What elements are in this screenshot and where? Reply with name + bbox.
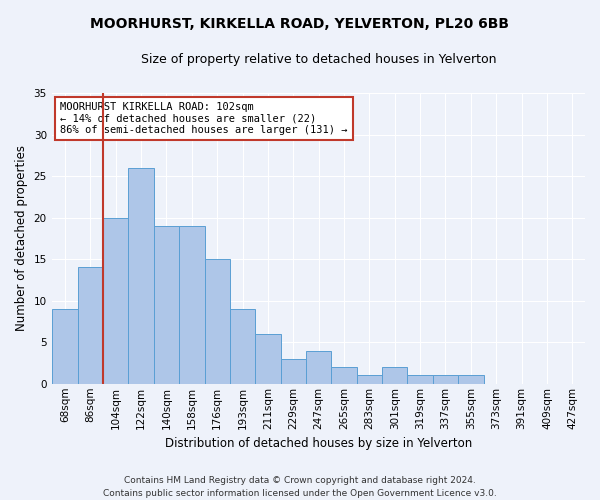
Bar (179, 226, 205, 384)
Title: Size of property relative to detached houses in Yelverton: Size of property relative to detached ho… (141, 52, 496, 66)
Bar (382, 367, 407, 384)
Text: MOORHURST, KIRKELLA ROAD, YELVERTON, PL20 6BB: MOORHURST, KIRKELLA ROAD, YELVERTON, PL2… (91, 18, 509, 32)
Bar (230, 309, 255, 384)
Bar (306, 350, 331, 384)
Bar (205, 259, 230, 384)
Bar (103, 218, 128, 384)
Bar (407, 376, 433, 384)
Bar (331, 367, 357, 384)
Bar (357, 376, 382, 384)
Bar (433, 376, 458, 384)
Bar (458, 376, 484, 384)
Bar (128, 168, 154, 384)
Bar (154, 226, 179, 384)
Text: Contains HM Land Registry data © Crown copyright and database right 2024.
Contai: Contains HM Land Registry data © Crown c… (103, 476, 497, 498)
Text: MOORHURST KIRKELLA ROAD: 102sqm
← 14% of detached houses are smaller (22)
86% of: MOORHURST KIRKELLA ROAD: 102sqm ← 14% of… (61, 102, 348, 135)
Bar (255, 334, 281, 384)
Bar (281, 359, 306, 384)
X-axis label: Distribution of detached houses by size in Yelverton: Distribution of detached houses by size … (165, 437, 472, 450)
Bar (78, 268, 103, 384)
Y-axis label: Number of detached properties: Number of detached properties (15, 146, 28, 332)
Bar (52, 309, 78, 384)
